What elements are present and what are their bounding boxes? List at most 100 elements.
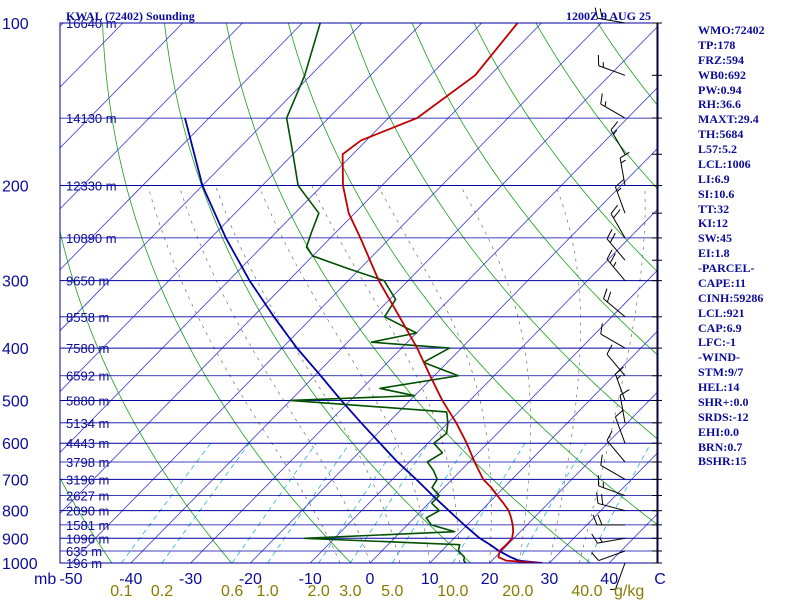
temperature-tick-label: -50 (59, 571, 82, 588)
temperature-tick-label: -30 (179, 571, 202, 588)
wind-feather (606, 229, 613, 240)
wind-feather (606, 249, 613, 260)
wind-feather (606, 344, 613, 355)
wind-feather (606, 430, 613, 441)
wind-feather (613, 209, 621, 219)
wind-feather (591, 533, 598, 544)
wind-barb (591, 550, 662, 562)
wind-barb (606, 229, 662, 261)
wind-half-feather (613, 129, 618, 135)
index-item: TP:178 (698, 37, 736, 52)
wind-feather (591, 552, 600, 561)
isotherm (60, 23, 183, 149)
pressure-tick-label: 100 (2, 16, 29, 33)
height-label: 196 m (66, 556, 102, 571)
index-item: L57:5.2 (698, 142, 737, 156)
wind-feather (601, 493, 604, 505)
plot-frame (59, 22, 659, 564)
wind-staff (600, 333, 626, 349)
mixing-ratio-label: 20.0 (502, 583, 533, 600)
wind-staff (614, 562, 626, 590)
height-label: 7580 m (66, 341, 109, 356)
index-item: EHI:0.0 (698, 424, 740, 439)
wind-feather (609, 232, 616, 243)
index-item: WMO:72402 (698, 23, 765, 37)
isotherm (489, 390, 658, 563)
wind-feather (600, 454, 603, 466)
height-label: 4443 m (66, 436, 109, 451)
wind-feather (610, 121, 619, 131)
wind-barb (619, 389, 662, 424)
isotherm (60, 23, 363, 332)
isotherm (250, 147, 658, 563)
wind-barb (614, 366, 662, 401)
wind-half-feather (599, 537, 603, 543)
wind-barb (606, 430, 662, 463)
wind-barb (592, 514, 662, 526)
index-item: PW:0.94 (698, 82, 742, 97)
wind-barb (597, 54, 662, 76)
wind-feather (597, 514, 603, 526)
index-item: BSHR:15 (698, 454, 747, 469)
height-label: 3798 m (66, 455, 109, 470)
plot-border (59, 22, 659, 564)
height-label: 14130 m (66, 111, 117, 126)
index-item: -PARCEL- (698, 261, 755, 275)
wind-barb (597, 475, 662, 497)
sounding-profiles (184, 23, 543, 563)
wind-feather (609, 253, 616, 264)
wind-staff (598, 550, 626, 562)
dewpoint-profile (285, 23, 467, 563)
temperature-tick-label: 30 (541, 571, 559, 588)
moist-adiabat (377, 185, 492, 563)
temperature-tick-label: 20 (481, 571, 499, 588)
height-label: 16640 m (66, 16, 117, 31)
pressure-tick-label: 700 (2, 472, 29, 489)
index-item: CINH:59286 (698, 290, 764, 305)
stability-indices-list: WMO:72402 TP:178 FRZ:594 WB0:692 PW:0.94 RH:3… (698, 23, 798, 469)
index-item: LCL:921 (698, 305, 745, 320)
pressure-tick-label: 200 (2, 179, 29, 196)
index-item: TH:5684 (698, 127, 744, 142)
wind-barb (614, 409, 662, 444)
wind-staff (614, 416, 626, 444)
wind-feather (592, 514, 598, 526)
wind-feather (596, 492, 599, 504)
mixing-ratio-line (391, 442, 469, 563)
isotherm (60, 23, 303, 271)
temperature-tick-label: -10 (299, 571, 322, 588)
wind-feather (600, 93, 603, 105)
pressure-tick-label: 500 (2, 393, 29, 410)
height-label: 8558 m (66, 310, 109, 325)
pressure-tick-label: 1000 (2, 556, 38, 573)
isotherm (369, 269, 658, 563)
index-item: EI:1.8 (698, 246, 730, 261)
wind-staff (619, 395, 626, 423)
wind-barb (606, 344, 662, 377)
isotherm (60, 23, 482, 453)
index-item: SRDS:-12 (698, 409, 749, 424)
height-label: 1581 m (66, 518, 109, 533)
temperature-tick-label: -20 (239, 571, 262, 588)
height-label: 2090 m (66, 504, 109, 519)
temperature-profile (341, 23, 541, 563)
index-item: FRZ:594 (698, 52, 744, 67)
wind-feather (615, 366, 624, 375)
height-label: 5134 m (66, 416, 109, 431)
wind-barb (594, 7, 662, 24)
wind-half-feather (612, 261, 617, 268)
index-item: LCL:1006 (698, 156, 751, 171)
wind-staff (606, 440, 626, 463)
wind-half-feather (616, 374, 622, 380)
mixing-ratio-label: 2.0 (308, 583, 330, 600)
height-label: 1096 m (66, 531, 109, 546)
mixing-ratio-line (586, 443, 652, 563)
wind-half-feather (620, 159, 626, 164)
moist-adiabat (258, 185, 431, 563)
mixing-ratio-line (318, 442, 399, 563)
wind-half-feather (604, 101, 607, 107)
mixing-ratio-label: 0.2 (151, 583, 173, 600)
pressure-axis-label: mb (34, 571, 56, 588)
index-item: WB0:692 (698, 67, 746, 82)
